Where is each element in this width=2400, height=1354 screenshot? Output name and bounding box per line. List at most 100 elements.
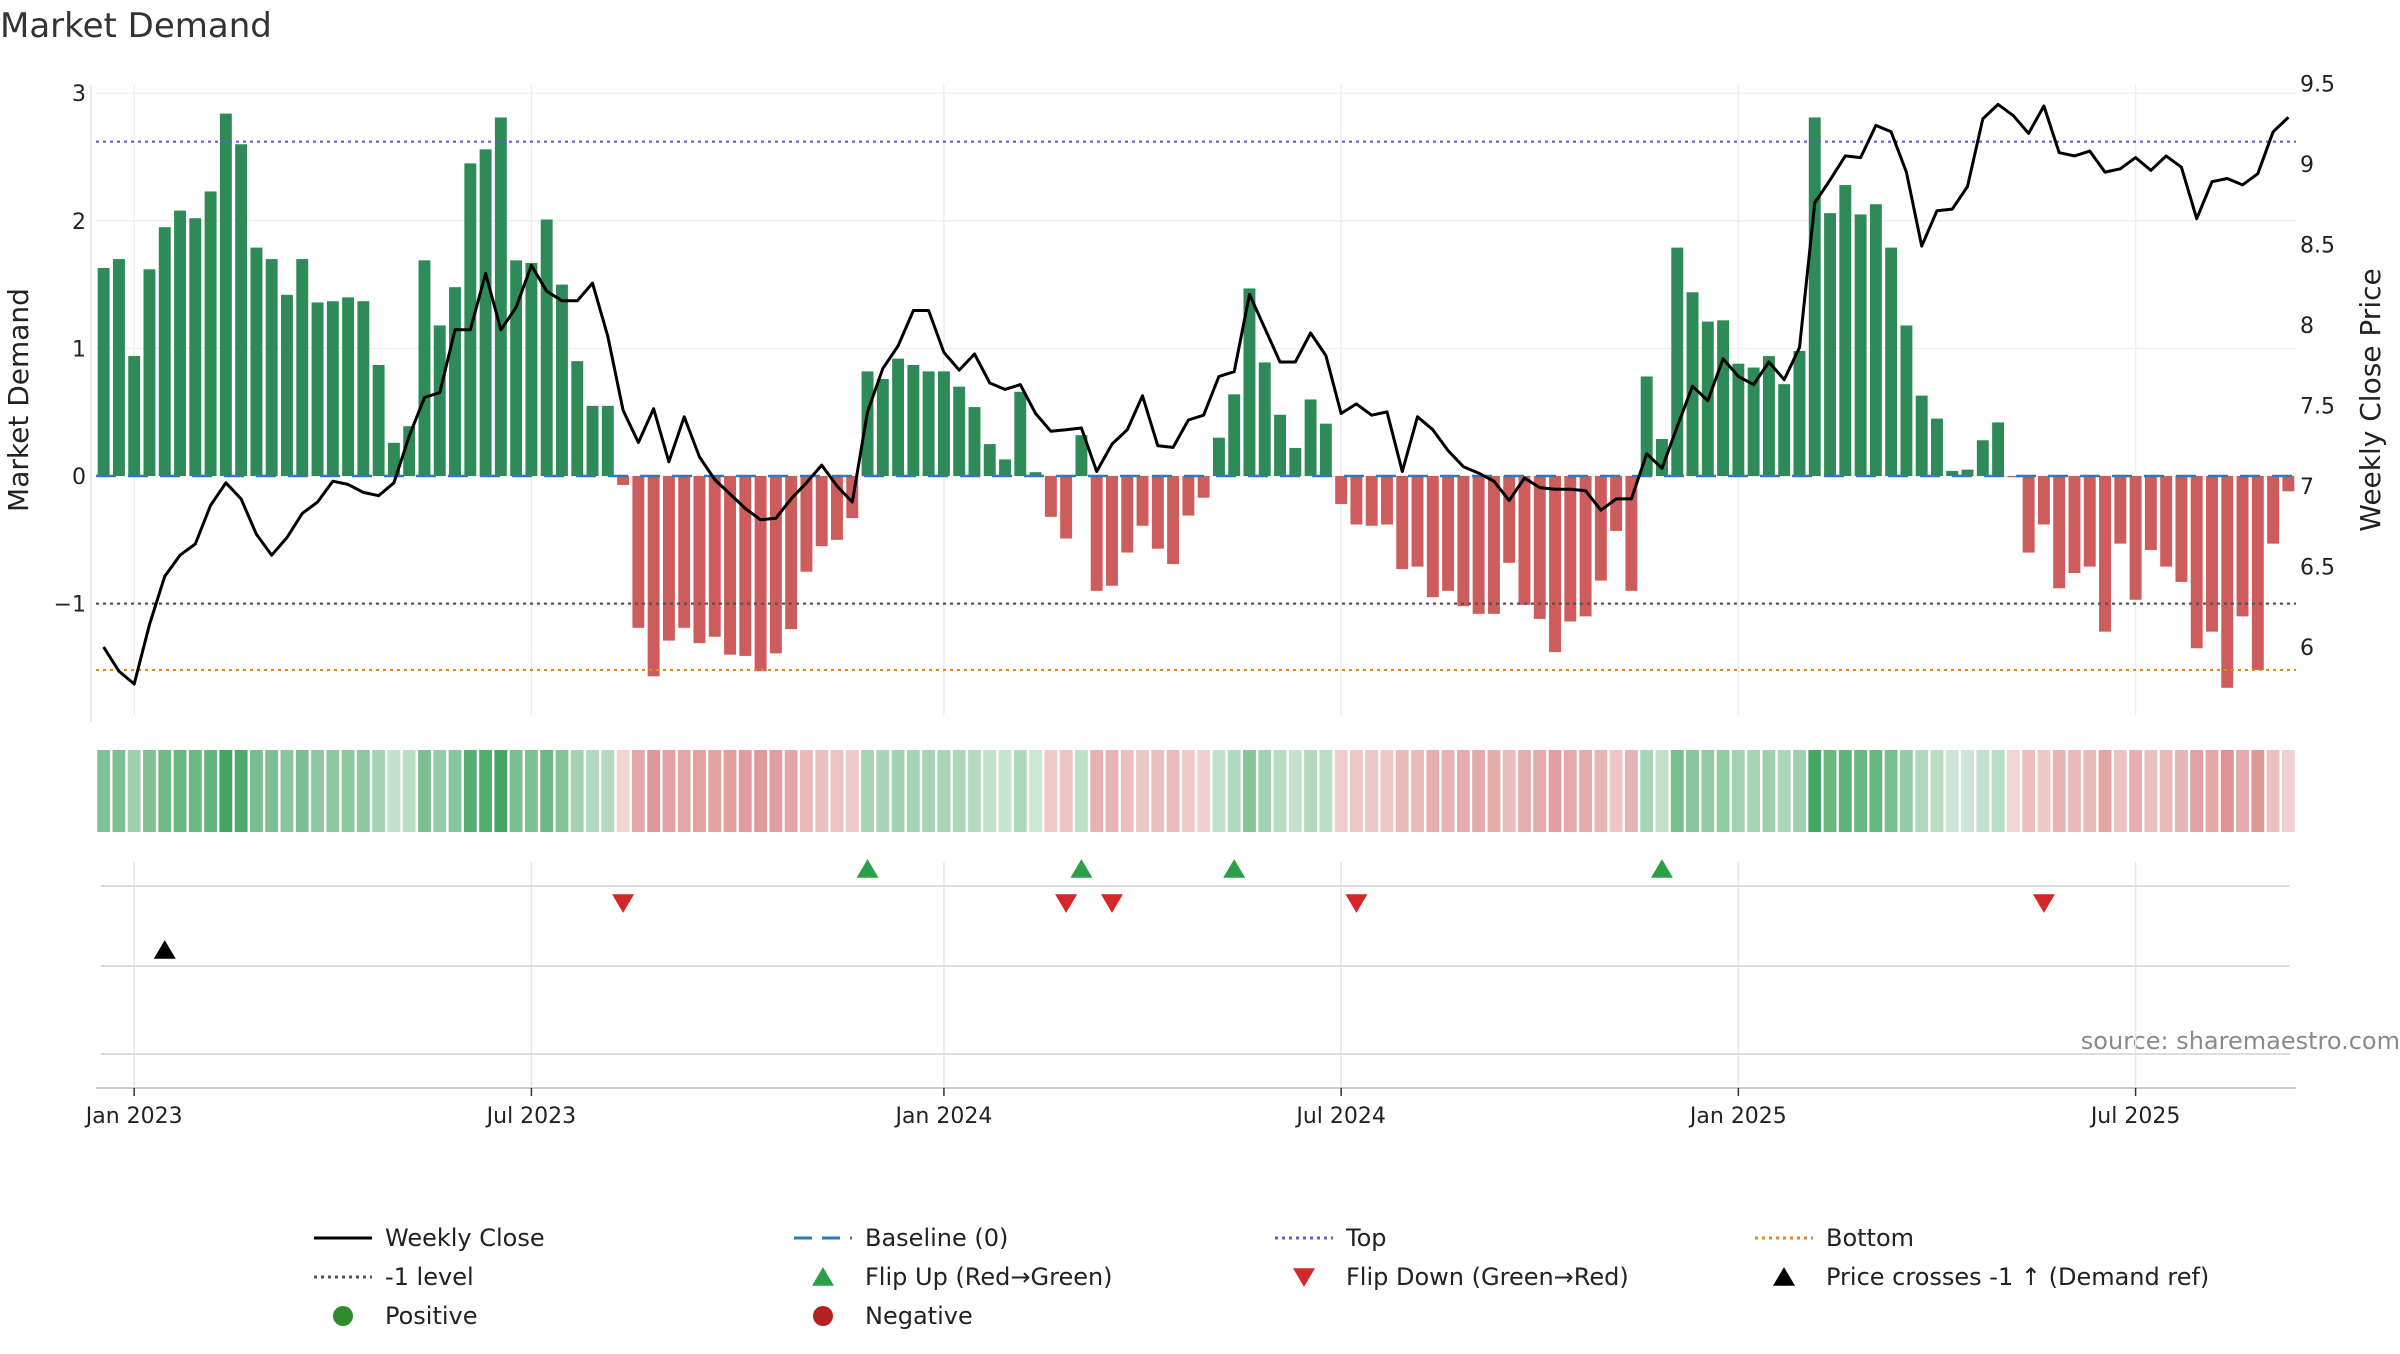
demand-bar (617, 476, 630, 485)
heat-cell (631, 750, 645, 832)
demand-bar (2068, 476, 2081, 573)
heat-cell (1808, 750, 1822, 832)
demand-bar (785, 476, 798, 630)
demand-bar (433, 325, 446, 476)
heat-cell (1395, 750, 1409, 832)
demand-bar (1396, 476, 1409, 570)
legend-label: Positive (385, 1302, 478, 1330)
heat-cell (845, 750, 859, 832)
heat-cell (555, 750, 569, 832)
demand-bar (2221, 476, 2234, 688)
legend-swatch (333, 1306, 353, 1326)
heat-cell (402, 750, 416, 832)
demand-bar (1778, 384, 1791, 476)
demand-bar (2206, 476, 2218, 632)
heat-cell (2175, 750, 2188, 832)
heat-cell (1655, 750, 1669, 832)
legend-item: Bottom (1755, 1224, 1914, 1252)
heat-cell (662, 750, 676, 832)
heat-cell (326, 750, 340, 832)
y-left-tick-label: −1 (54, 593, 86, 618)
demand-bar (1686, 292, 1699, 476)
demand-bar (1457, 476, 1470, 607)
legend-label: Baseline (0) (865, 1224, 1008, 1252)
heat-cell (311, 750, 324, 832)
y-right-tick-label: 8 (2300, 314, 2314, 339)
heat-cell (998, 750, 1012, 832)
legend-label: Flip Up (Red→Green) (865, 1263, 1113, 1291)
y-right-tick-label: 9 (2300, 153, 2314, 178)
demand-bar (1503, 476, 1516, 563)
heat-cell (1716, 750, 1730, 832)
demand-bar (219, 113, 232, 477)
y-right-tick-label: 6.5 (2300, 556, 2335, 581)
heat-cell (1212, 750, 1226, 832)
heat-cell (463, 750, 477, 832)
demand-bar (1426, 476, 1439, 598)
demand-bar (464, 163, 477, 476)
heat-cell (891, 750, 905, 832)
heat-cell (1120, 750, 1134, 832)
demand-bar (907, 364, 920, 476)
demand-bar (953, 386, 966, 476)
heat-cell (173, 750, 187, 832)
demand-bar (1900, 325, 1913, 476)
demand-bar (1243, 288, 1256, 476)
legend-item: Negative (813, 1302, 973, 1330)
demand-bar (1304, 399, 1317, 476)
heat-cell (708, 750, 722, 832)
demand-bar (387, 442, 400, 476)
x-tick-label: Jul 2025 (2089, 1104, 2181, 1129)
flip-down-marker (612, 894, 635, 913)
heat-cell (983, 750, 997, 832)
heat-cell (188, 750, 202, 832)
heat-cell (1915, 750, 1929, 832)
flip-down-marker (1100, 894, 1123, 913)
y-right-tick-label: 7.5 (2300, 395, 2335, 420)
heat-cell (922, 750, 936, 832)
heat-cell (1136, 750, 1149, 832)
demand-bar (1594, 476, 1607, 581)
demand-bar (632, 476, 645, 628)
heat-cell (97, 750, 111, 832)
demand-bar (128, 356, 141, 476)
heat-cell (1823, 750, 1837, 832)
demand-bar (2267, 476, 2280, 544)
heat-cell (586, 750, 599, 832)
y-left-tick-label: 3 (72, 82, 86, 107)
demand-bar (800, 476, 813, 572)
heat-cell (738, 750, 752, 832)
demand-bar (1151, 476, 1164, 549)
demand-bar (1671, 247, 1684, 476)
demand-bar (158, 227, 171, 476)
heat-cell (1563, 750, 1577, 832)
heat-cell (158, 750, 172, 832)
demand-bar (403, 426, 416, 476)
heat-cell (815, 750, 829, 832)
demand-bar (1976, 440, 1989, 476)
heat-cell (1227, 750, 1241, 832)
heat-cell (906, 750, 920, 832)
heat-cell (1533, 750, 1547, 832)
y-left-tick-label: 1 (72, 337, 86, 362)
demand-bar (189, 218, 202, 476)
heat-cell (2220, 750, 2234, 832)
heat-cell (1777, 750, 1791, 832)
y-left-tick-label: 0 (72, 465, 86, 490)
demand-bar (1335, 476, 1348, 505)
demand-bar (2022, 476, 2035, 553)
heat-cell (2190, 750, 2204, 832)
demand-bar (525, 262, 538, 476)
heat-cell (1350, 750, 1363, 832)
heat-cell (1945, 750, 1959, 832)
heat-cell (1640, 750, 1654, 832)
demand-bar (937, 371, 950, 476)
heat-cell (1731, 750, 1745, 832)
heat-cell (280, 750, 294, 832)
demand-bar (876, 379, 889, 476)
heat-cell (1670, 750, 1684, 832)
heat-cell (723, 750, 737, 832)
demand-bar (739, 476, 752, 656)
heat-cell (1029, 750, 1042, 832)
heat-cell (112, 750, 126, 832)
